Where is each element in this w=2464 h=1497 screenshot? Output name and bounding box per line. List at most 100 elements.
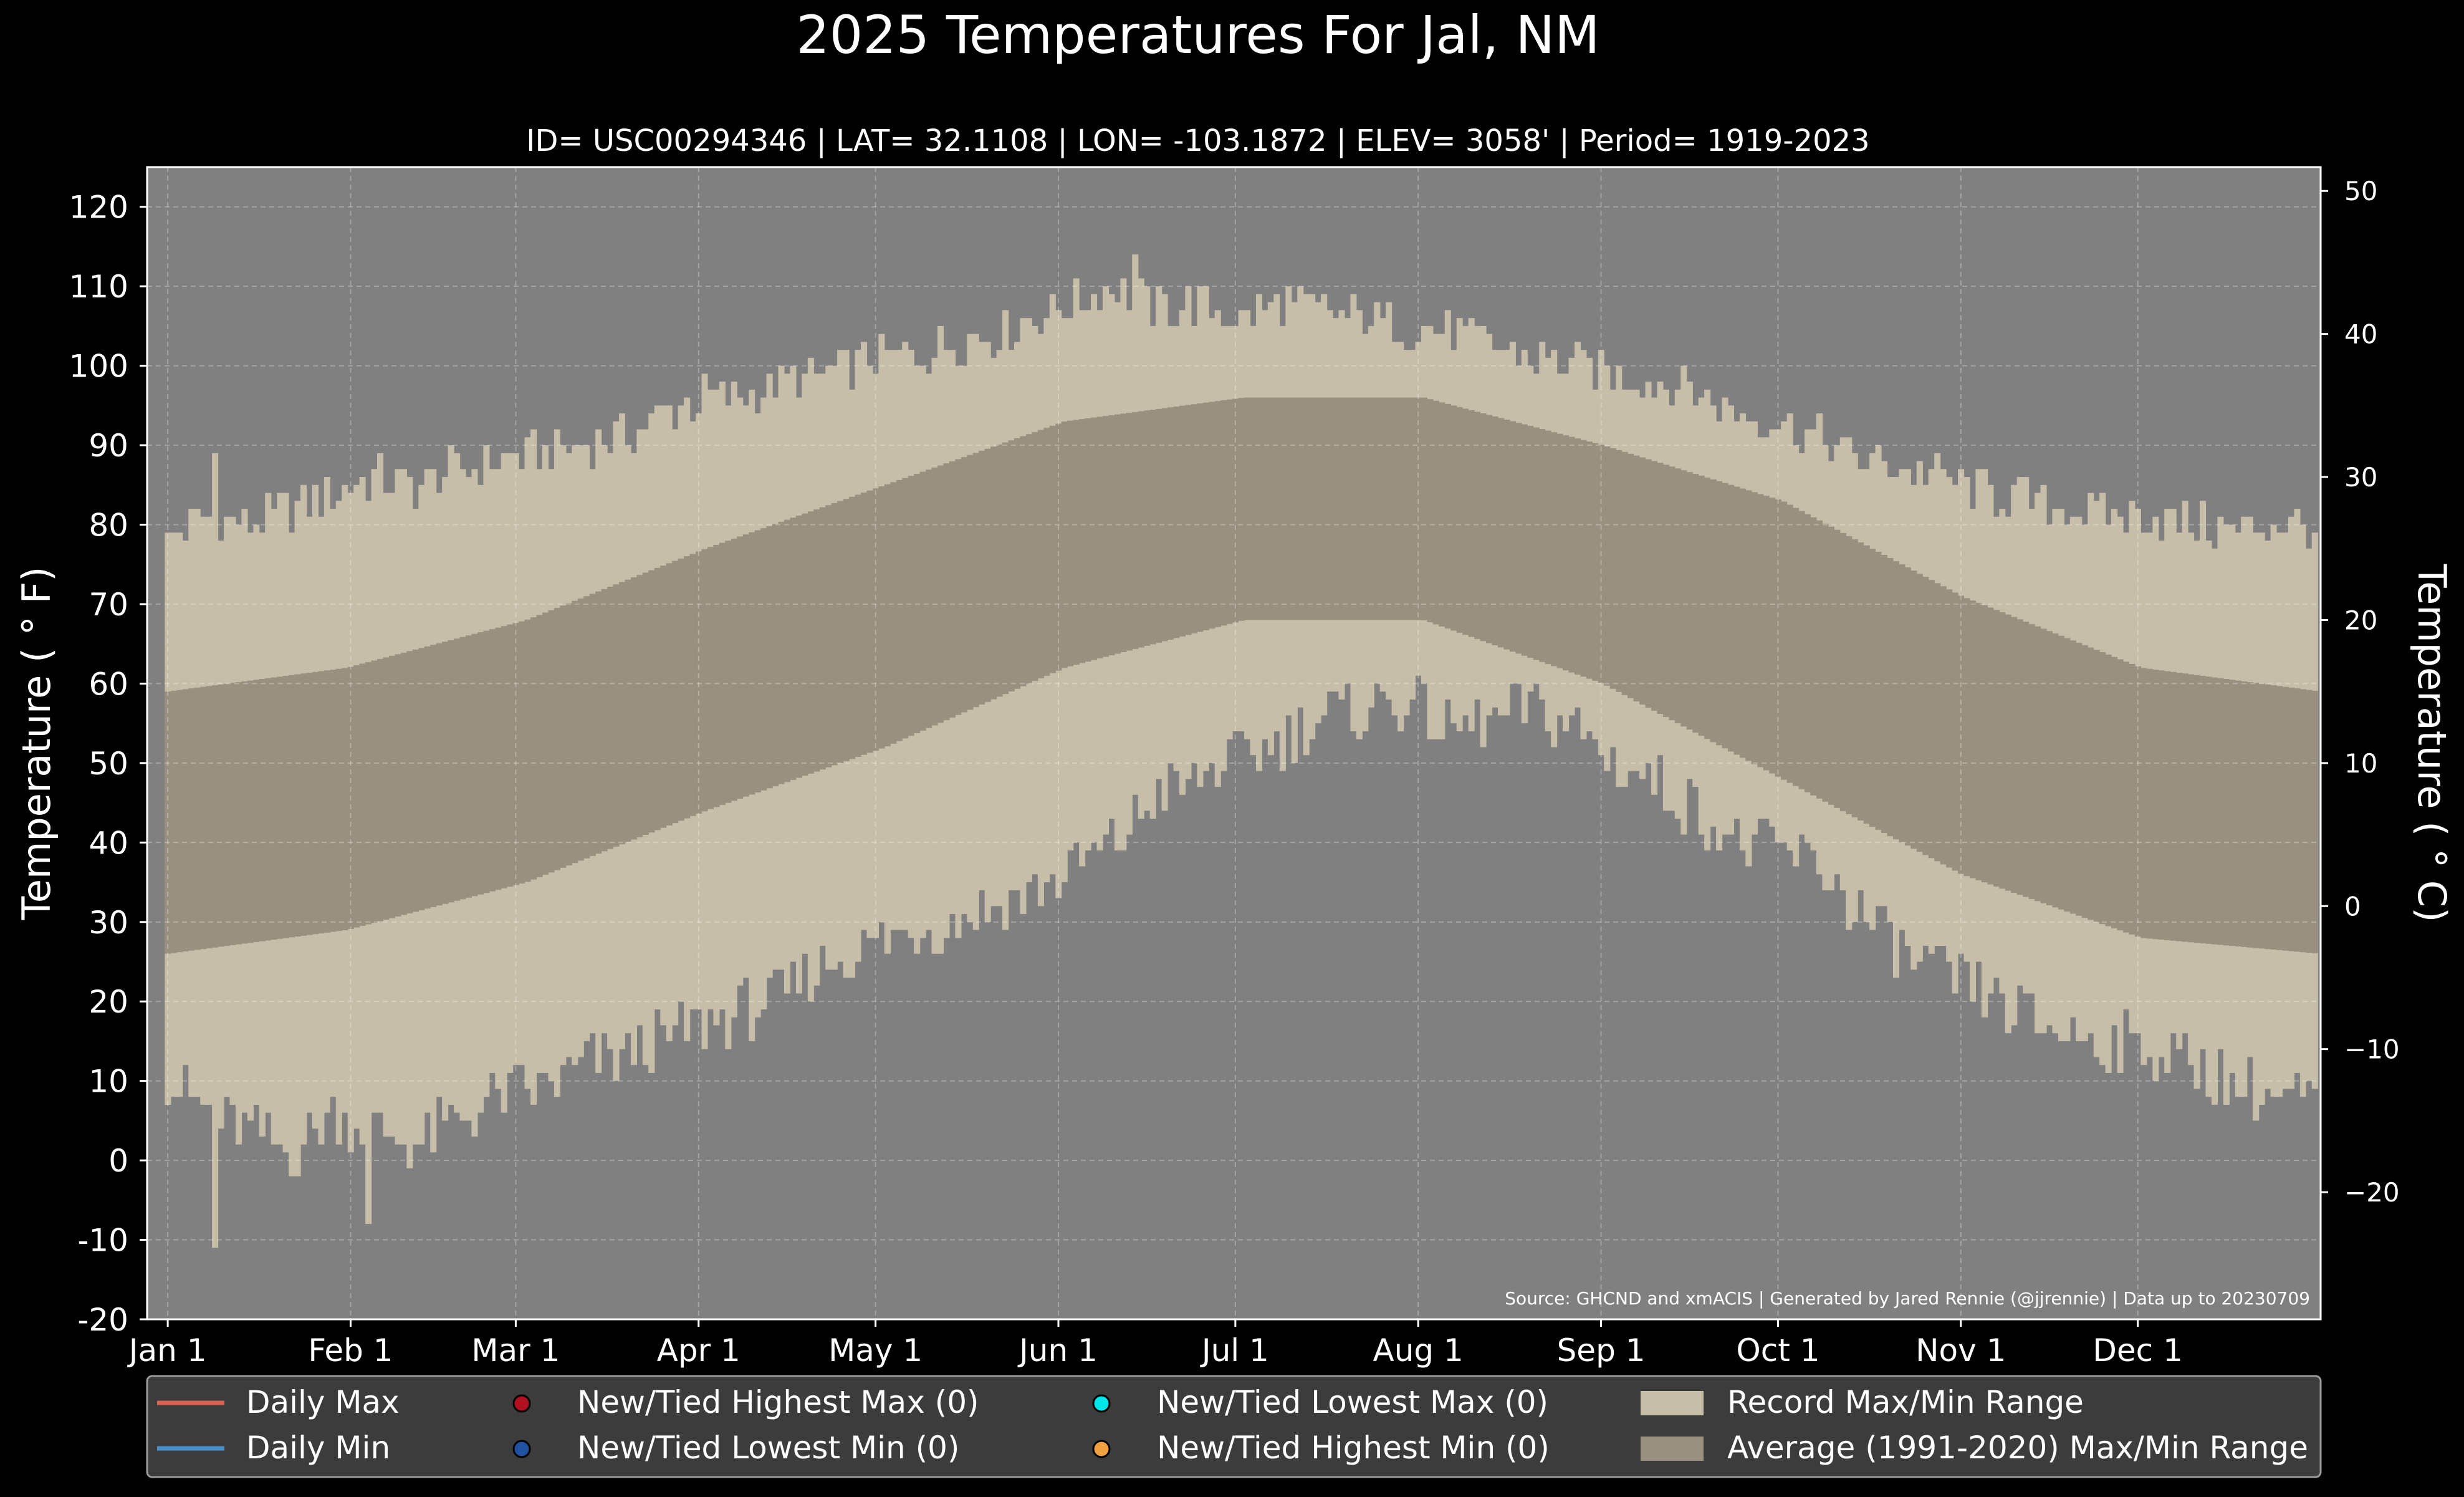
average-range-bar bbox=[749, 532, 755, 795]
y-tick-label-left: 10 bbox=[89, 1064, 128, 1100]
y-tick-label-left: 50 bbox=[89, 746, 128, 782]
average-range-bar bbox=[335, 668, 342, 931]
average-range-bar bbox=[1556, 433, 1563, 668]
average-range-bar bbox=[2093, 650, 2100, 922]
average-range-bar bbox=[1279, 397, 1286, 620]
average-range-bar bbox=[1828, 526, 1834, 805]
average-range-bar bbox=[1209, 402, 1215, 629]
average-range-bar bbox=[1492, 416, 1498, 645]
average-range-bar bbox=[282, 676, 289, 938]
average-range-bar bbox=[2211, 677, 2218, 945]
average-range-bar bbox=[1692, 474, 1699, 733]
average-range-bar bbox=[1126, 413, 1133, 651]
average-range-bar bbox=[2235, 680, 2241, 947]
average-range-bar bbox=[1073, 420, 1080, 665]
average-range-bar bbox=[577, 598, 584, 861]
average-range-bar bbox=[1834, 529, 1841, 808]
average-range-bar bbox=[1091, 417, 1098, 660]
average-range-bar bbox=[2193, 675, 2200, 943]
average-range-bar bbox=[1680, 470, 1687, 727]
average-range-bar bbox=[2299, 689, 2306, 953]
average-range-bar bbox=[1892, 561, 1900, 840]
average-range-bar bbox=[448, 640, 454, 903]
average-range-bar bbox=[1916, 574, 1923, 852]
average-range-bar bbox=[1450, 405, 1457, 631]
average-range-bar bbox=[1786, 504, 1793, 783]
x-tick-label: Feb 1 bbox=[308, 1332, 393, 1369]
average-range-bar bbox=[253, 680, 260, 942]
average-range-bar bbox=[1439, 402, 1445, 627]
average-range-bar bbox=[961, 457, 967, 713]
average-range-bar bbox=[1639, 457, 1646, 705]
average-range-bar bbox=[1386, 397, 1393, 620]
average-range-bar bbox=[1775, 499, 1781, 777]
average-range-bar bbox=[2288, 687, 2295, 951]
average-range-bar bbox=[890, 482, 897, 744]
average-range-bar bbox=[1326, 397, 1333, 620]
average-range-bar bbox=[247, 680, 254, 943]
average-range-bar bbox=[689, 554, 696, 816]
average-range-bar bbox=[1409, 397, 1416, 620]
average-range-bar bbox=[943, 463, 950, 721]
average-range-bar bbox=[1049, 425, 1056, 673]
average-range-bar bbox=[1255, 397, 1263, 620]
average-range-bar bbox=[1144, 410, 1151, 646]
average-range-bar bbox=[996, 444, 1003, 697]
average-range-bar bbox=[2134, 666, 2141, 937]
average-range-bar bbox=[2217, 678, 2224, 945]
average-range-bar bbox=[908, 476, 914, 736]
average-range-bar bbox=[1291, 397, 1298, 620]
average-range-bar bbox=[1645, 459, 1652, 708]
average-range-bar bbox=[1875, 551, 1882, 830]
average-range-bar bbox=[807, 511, 814, 774]
average-range-bar bbox=[1185, 405, 1192, 635]
average-range-bar bbox=[1509, 421, 1516, 652]
average-range-bar bbox=[896, 479, 903, 741]
average-range-bar bbox=[176, 690, 183, 953]
average-range-bar bbox=[542, 612, 549, 875]
average-range-bar bbox=[601, 589, 608, 852]
average-range-bar bbox=[2294, 688, 2301, 952]
average-range-bar bbox=[1621, 451, 1628, 695]
average-range-bar bbox=[1710, 479, 1717, 743]
average-range-bar bbox=[831, 503, 838, 766]
average-range-bar bbox=[979, 451, 985, 705]
average-range-bar bbox=[2229, 680, 2236, 946]
average-range-bar bbox=[371, 660, 378, 923]
average-range-bar bbox=[972, 453, 979, 708]
average-range-bar bbox=[1338, 397, 1345, 620]
average-range-bar bbox=[1138, 411, 1144, 648]
average-range-bar bbox=[170, 690, 177, 953]
y-tick-label-right: 30 bbox=[2344, 462, 2377, 493]
average-range-bar bbox=[1226, 399, 1233, 624]
y-tick-label-left: 60 bbox=[89, 666, 128, 702]
average-range-bar bbox=[2182, 673, 2188, 942]
y-tick-label-right: −10 bbox=[2344, 1034, 2400, 1065]
average-range-bar bbox=[188, 688, 195, 951]
average-range-bar bbox=[1881, 555, 1888, 834]
average-range-bar bbox=[1975, 602, 1982, 880]
x-tick-label: Sep 1 bbox=[1557, 1332, 1646, 1369]
average-range-bar bbox=[1633, 455, 1640, 701]
average-range-bar bbox=[1816, 520, 1823, 799]
x-tick-label: Jun 1 bbox=[1017, 1332, 1098, 1369]
average-range-bar bbox=[1421, 397, 1427, 620]
average-range-bar bbox=[2016, 619, 2023, 895]
average-range-bar bbox=[1598, 445, 1604, 683]
average-range-bar bbox=[1002, 442, 1009, 695]
average-range-bar bbox=[1468, 410, 1475, 637]
average-range-bar bbox=[772, 524, 779, 786]
average-range-bar bbox=[1928, 580, 1935, 859]
chart-title: 2025 Temperatures For Jal, NM bbox=[796, 4, 1599, 65]
average-range-bar bbox=[2023, 622, 2030, 897]
average-range-bar bbox=[512, 623, 519, 885]
average-range-bar bbox=[1444, 403, 1451, 629]
average-range-bar bbox=[1025, 434, 1032, 684]
average-range-bar bbox=[1321, 397, 1328, 620]
average-range-bar bbox=[1149, 410, 1156, 645]
average-range-bar bbox=[1403, 397, 1410, 620]
x-tick-label: Mar 1 bbox=[471, 1332, 560, 1369]
y-tick-label-left: -20 bbox=[77, 1302, 128, 1338]
average-range-bar bbox=[229, 683, 236, 945]
average-range-bar bbox=[2035, 626, 2041, 902]
